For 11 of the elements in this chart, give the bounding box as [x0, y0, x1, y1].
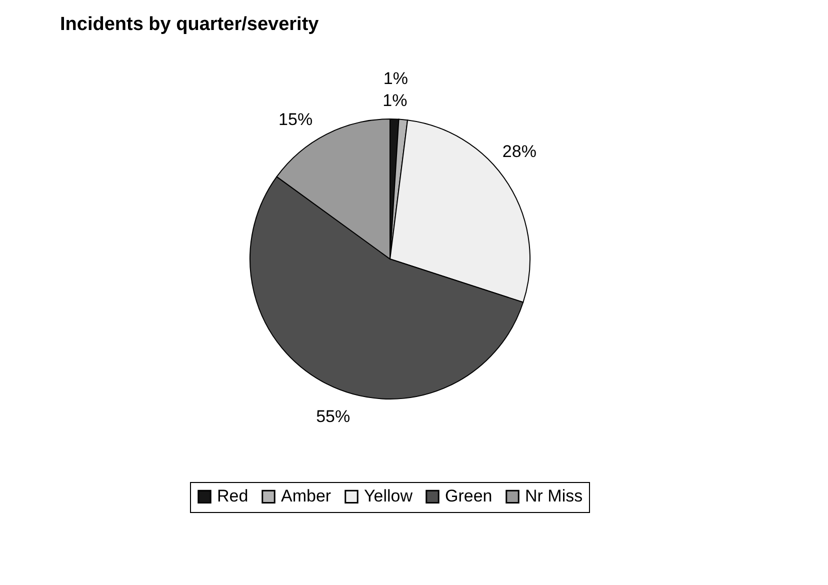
data-label: 15% [278, 110, 313, 130]
data-label: 28% [502, 142, 536, 161]
legend-label: Green [445, 486, 492, 506]
data-label: 1% [382, 91, 408, 110]
legend-label: Red [217, 486, 248, 506]
legend-label: Amber [281, 486, 332, 506]
data-label: 1% [383, 69, 408, 88]
data-label: 55% [316, 407, 350, 426]
legend-label: Nr Miss [525, 486, 583, 506]
chart-title: Incidents by quarter/severity [60, 14, 320, 35]
legend-label: Yellow [364, 486, 414, 506]
